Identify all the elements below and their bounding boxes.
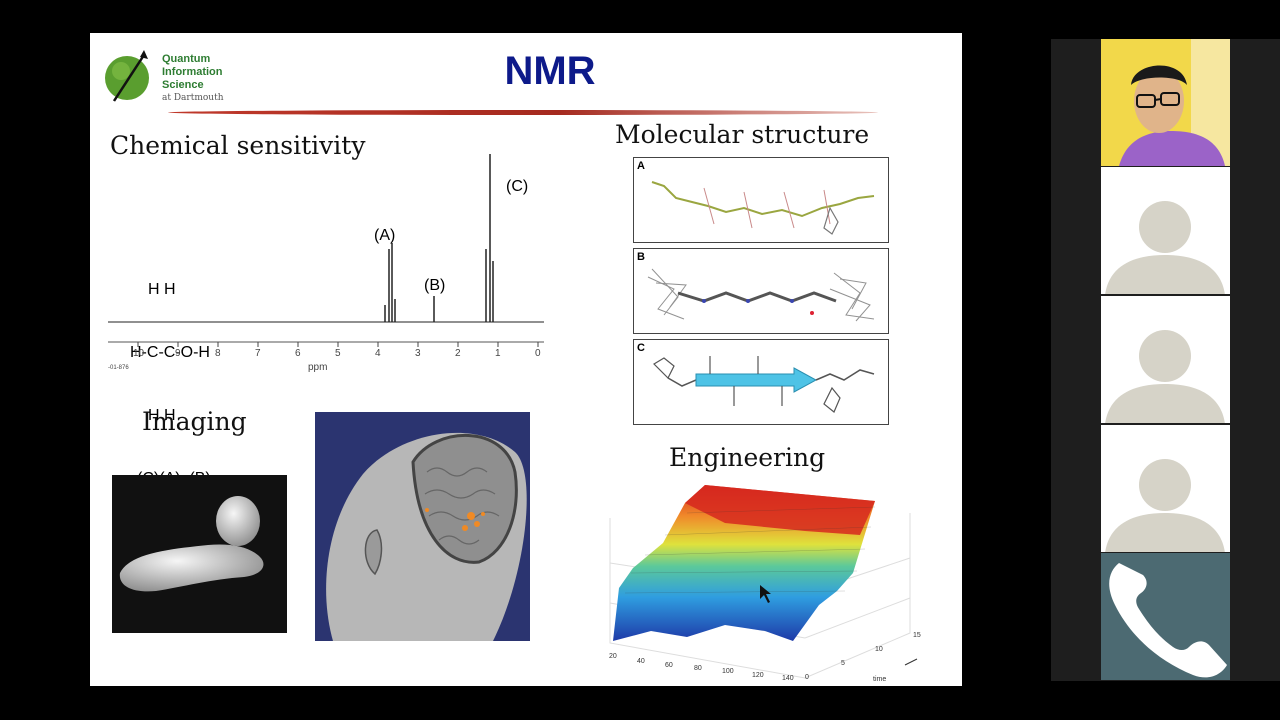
person-placeholder-icon	[1105, 330, 1225, 423]
person-placeholder-icon	[1105, 459, 1225, 552]
nmr-spectrum: (A) (B) (C) H H H-C-C-O-H H H (C)(A) (B)…	[106, 151, 550, 487]
spectrum-plot	[108, 154, 544, 347]
heading-imaging: Imaging	[142, 407, 247, 436]
participant-avatar-2[interactable]	[1101, 296, 1230, 423]
heading-chemical-sensitivity: Chemical sensitivity	[110, 131, 366, 160]
spectrum-corner-note: -01-876	[108, 365, 129, 371]
surface-plot-axes: 20 40 60 80 100 120 140 0 5 10 15 time	[609, 632, 921, 683]
dartmouth-qis-logo-icon	[105, 50, 149, 102]
title-underline	[168, 110, 878, 115]
peptide-backbone-a	[651, 181, 875, 235]
surface-plot: 20 40 60 80 100 120 140 0 5 10 15 time	[605, 473, 940, 683]
participant-video-self[interactable]	[1101, 39, 1230, 166]
slide-title: NMR	[504, 49, 596, 93]
mouse-pointer-icon	[760, 585, 771, 603]
webcam-feed	[1101, 39, 1230, 166]
structure-panel-c: C	[633, 339, 889, 425]
structure-panel-a: A	[633, 157, 889, 243]
person-placeholder-icon	[1105, 201, 1225, 294]
phone-call-button[interactable]	[1101, 553, 1230, 680]
phone-icon	[1109, 563, 1227, 678]
ppm-axis-label: ppm	[308, 362, 328, 373]
structure-panel-b: B	[633, 248, 889, 334]
peptide-ensemble-b	[647, 268, 875, 322]
peak-label-b: (B)	[424, 277, 446, 294]
heading-molecular-structure: Molecular structure	[615, 120, 870, 149]
presentation-slide: Quantum Information Science at Dartmouth…	[90, 33, 962, 686]
fmri-head-scan	[315, 412, 530, 641]
mri-3d-render	[112, 475, 287, 633]
peak-label-c: (C)	[506, 178, 529, 195]
peptide-beta-strand-c	[653, 356, 875, 413]
heading-engineering: Engineering	[669, 443, 826, 472]
peak-label-a: (A)	[374, 227, 396, 244]
participant-avatar-3[interactable]	[1101, 425, 1230, 552]
participant-avatar-1[interactable]	[1101, 167, 1230, 294]
ppm-tick-labels: 10 9 8 7 6 5 4 3 2 1 0	[133, 348, 541, 359]
logo-text: Quantum Information Science at Dartmouth	[162, 53, 224, 103]
